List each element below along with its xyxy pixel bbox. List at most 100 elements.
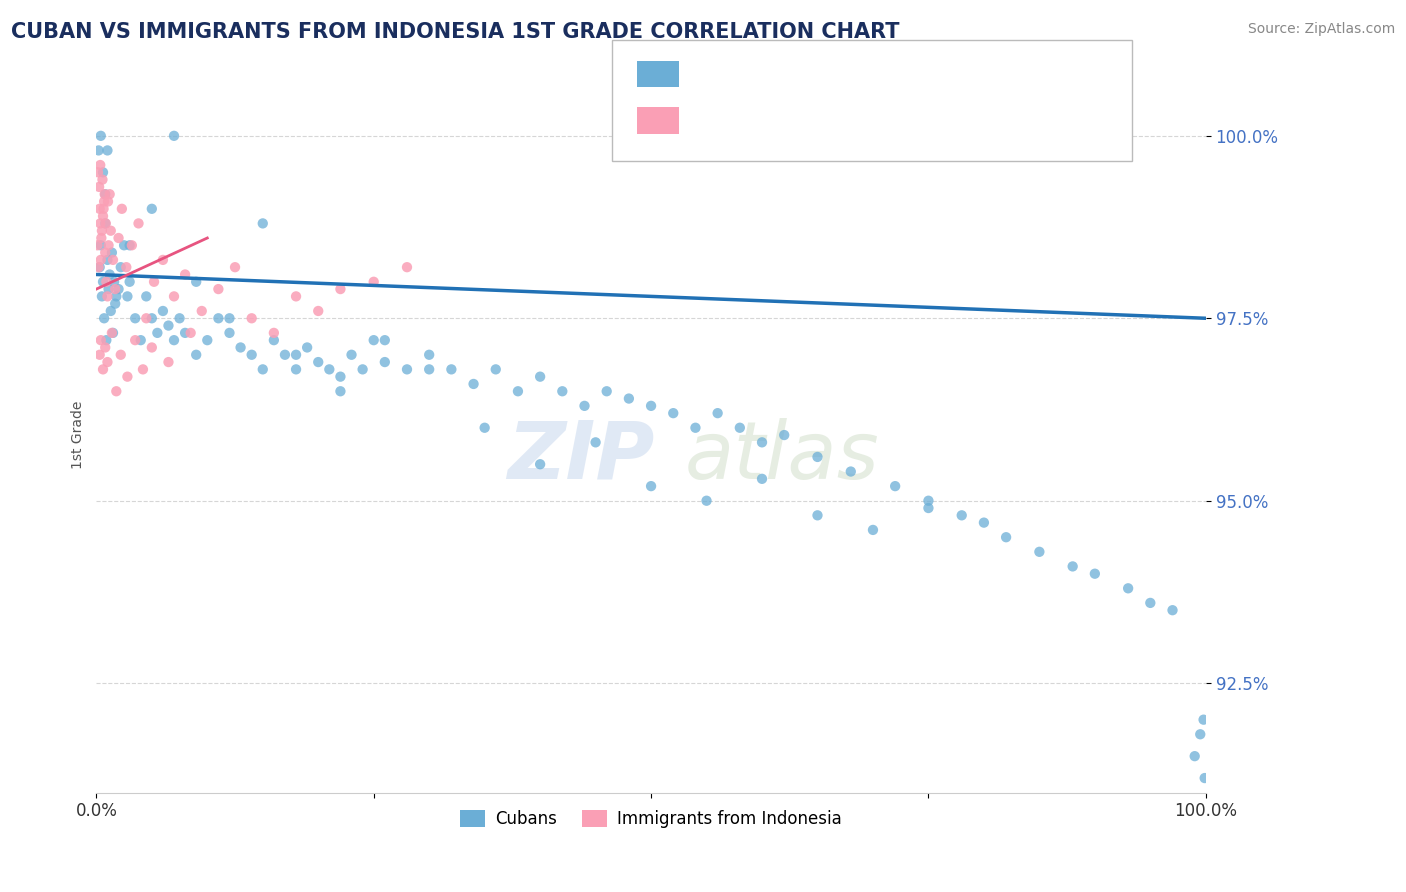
Point bbox=[112, 238, 135, 252]
Point bbox=[529, 457, 551, 471]
Point bbox=[506, 384, 529, 399]
Point bbox=[129, 333, 152, 347]
Text: -0.114: -0.114 bbox=[747, 65, 811, 83]
Point bbox=[96, 289, 118, 303]
Point bbox=[87, 260, 110, 275]
Point bbox=[728, 421, 751, 435]
Point bbox=[218, 326, 240, 340]
Point bbox=[240, 311, 263, 326]
Point bbox=[418, 348, 440, 362]
Point bbox=[917, 501, 939, 516]
Point bbox=[87, 144, 110, 158]
Point bbox=[252, 216, 274, 230]
Point bbox=[1062, 559, 1084, 574]
Point bbox=[91, 362, 114, 376]
Point bbox=[274, 348, 297, 362]
Point bbox=[94, 245, 117, 260]
Point bbox=[263, 326, 285, 340]
Point bbox=[318, 362, 340, 376]
Point bbox=[90, 252, 112, 267]
Point bbox=[1184, 749, 1206, 764]
Point bbox=[190, 304, 212, 318]
Point bbox=[96, 144, 118, 158]
Text: 0.366: 0.366 bbox=[747, 112, 801, 129]
Point bbox=[110, 260, 132, 275]
Point bbox=[135, 311, 157, 326]
Point bbox=[89, 180, 111, 194]
Point bbox=[1116, 582, 1139, 596]
Point bbox=[105, 289, 128, 303]
Point bbox=[224, 260, 246, 275]
Point bbox=[596, 384, 619, 399]
Text: ZIP: ZIP bbox=[506, 417, 654, 495]
Point bbox=[96, 275, 118, 289]
Point bbox=[132, 362, 155, 376]
Text: CUBAN VS IMMIGRANTS FROM INDONESIA 1ST GRADE CORRELATION CHART: CUBAN VS IMMIGRANTS FROM INDONESIA 1ST G… bbox=[11, 22, 900, 42]
Point bbox=[474, 421, 496, 435]
Point bbox=[839, 465, 862, 479]
Point bbox=[107, 282, 129, 296]
Point bbox=[163, 289, 186, 303]
Point bbox=[207, 311, 229, 326]
Point bbox=[93, 187, 115, 202]
Point bbox=[107, 231, 129, 245]
Point bbox=[207, 282, 229, 296]
Point bbox=[263, 333, 285, 347]
Point bbox=[96, 333, 118, 347]
Text: atlas: atlas bbox=[685, 417, 879, 495]
Point bbox=[101, 326, 124, 340]
Point bbox=[751, 435, 773, 450]
Text: N =: N = bbox=[890, 112, 934, 129]
Point bbox=[229, 341, 252, 355]
Point bbox=[295, 341, 318, 355]
Text: 108: 108 bbox=[943, 65, 976, 83]
Point bbox=[101, 326, 124, 340]
Point bbox=[180, 326, 202, 340]
Point bbox=[862, 523, 884, 537]
Point bbox=[157, 318, 180, 333]
Point bbox=[100, 224, 122, 238]
Point bbox=[706, 406, 728, 420]
Point bbox=[1189, 727, 1212, 741]
Point bbox=[89, 216, 111, 230]
Point bbox=[157, 355, 180, 369]
Point bbox=[1161, 603, 1184, 617]
Point bbox=[617, 392, 640, 406]
Point bbox=[128, 216, 150, 230]
Point bbox=[551, 384, 574, 399]
Point bbox=[186, 348, 208, 362]
Point bbox=[285, 362, 308, 376]
Point bbox=[773, 428, 796, 442]
Point bbox=[135, 289, 157, 303]
Point bbox=[662, 406, 685, 420]
Point bbox=[329, 282, 352, 296]
Point bbox=[1192, 713, 1215, 727]
Point bbox=[91, 165, 114, 179]
Point bbox=[111, 202, 134, 216]
Point bbox=[94, 216, 117, 230]
Point bbox=[86, 238, 108, 252]
Point bbox=[884, 479, 907, 493]
Point bbox=[751, 472, 773, 486]
Text: R =: R = bbox=[693, 65, 737, 83]
Point bbox=[94, 341, 117, 355]
Point bbox=[585, 435, 607, 450]
Point bbox=[118, 238, 141, 252]
Point bbox=[93, 311, 115, 326]
Point bbox=[174, 268, 197, 282]
Point bbox=[91, 275, 114, 289]
Point bbox=[163, 333, 186, 347]
Point bbox=[152, 304, 174, 318]
Point bbox=[94, 187, 117, 202]
Point bbox=[89, 158, 111, 172]
Point bbox=[117, 289, 139, 303]
Legend: Cubans, Immigrants from Indonesia: Cubans, Immigrants from Indonesia bbox=[454, 803, 849, 834]
Point bbox=[529, 369, 551, 384]
Point bbox=[94, 216, 117, 230]
Point bbox=[485, 362, 508, 376]
Text: Source: ZipAtlas.com: Source: ZipAtlas.com bbox=[1247, 22, 1395, 37]
Point bbox=[640, 399, 662, 413]
Point bbox=[105, 384, 128, 399]
Point bbox=[329, 384, 352, 399]
Point bbox=[87, 165, 110, 179]
